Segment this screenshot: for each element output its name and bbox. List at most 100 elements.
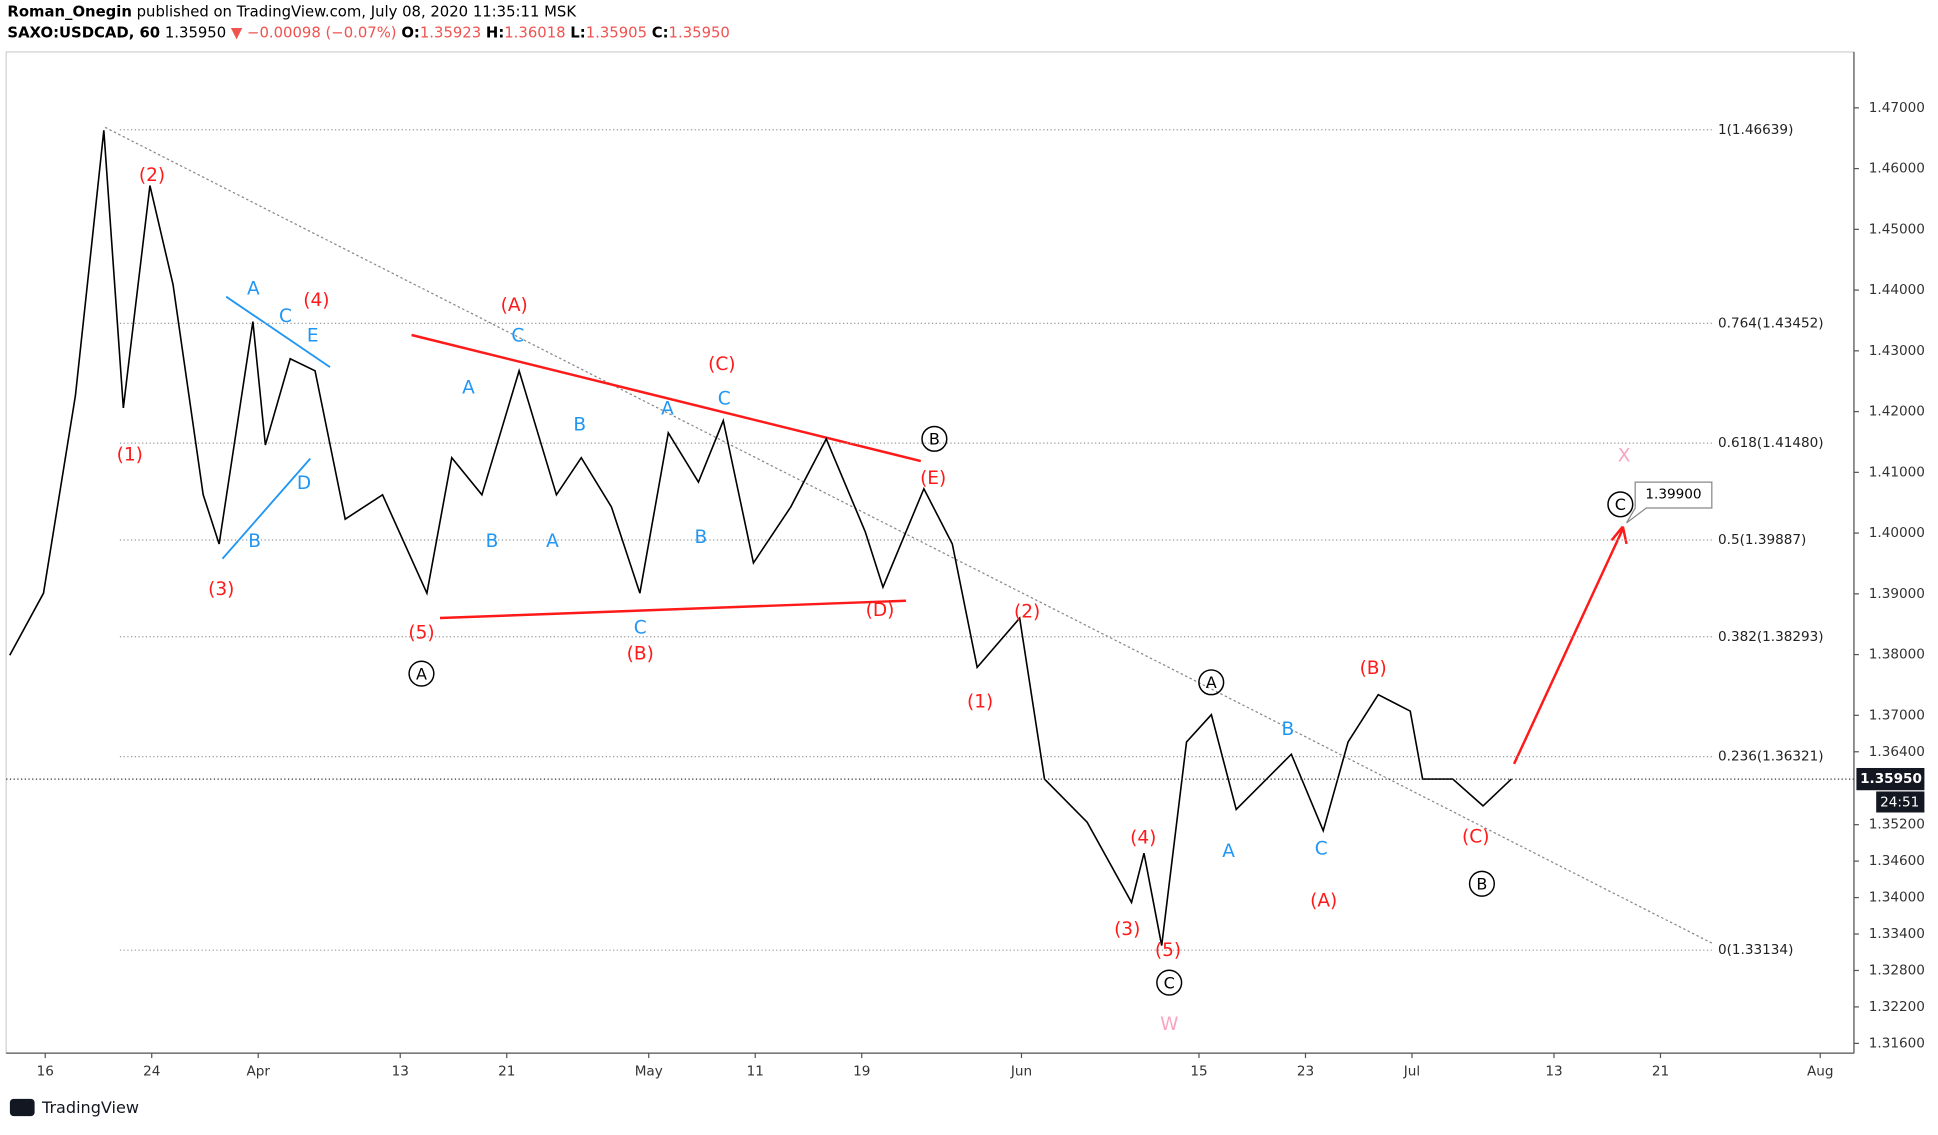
symbol-line: SAXO:USDCAD, 60 1.35950 ▼ −0.00098 (−0.0… xyxy=(7,24,729,41)
x-tick-label: 19 xyxy=(853,1064,870,1080)
wave-label: (C) xyxy=(1462,826,1489,847)
y-tick-label: 1.32800 xyxy=(1869,962,1925,978)
y-tick-label: 1.38000 xyxy=(1869,647,1925,663)
symbol: SAXO:USDCAD, 60 xyxy=(7,24,160,41)
x-tick-label: 24 xyxy=(143,1064,160,1080)
price-line xyxy=(9,130,1512,946)
y-tick-label: 1.41000 xyxy=(1869,464,1925,480)
y-tick-label: 1.47000 xyxy=(1869,100,1925,116)
x-tick-label: 13 xyxy=(392,1064,409,1080)
ohlc-label: L: xyxy=(570,24,585,41)
x-tick-label: May xyxy=(635,1064,663,1080)
wave-label: A xyxy=(247,279,260,300)
fib-label: 0(1.33134) xyxy=(1718,942,1793,958)
wave-label: (B) xyxy=(627,643,654,664)
wave-label: C xyxy=(634,617,647,638)
wave-circle xyxy=(408,660,435,687)
ohlc-value: 1.35905 xyxy=(586,24,647,41)
x-tick-label: 15 xyxy=(1190,1064,1207,1080)
wave-label: (5) xyxy=(1155,940,1181,961)
price-label: 1.35950 xyxy=(1860,771,1922,787)
last: 1.35950 xyxy=(165,24,226,41)
wave-label: (1) xyxy=(967,692,993,713)
fib-label: 0.618(1.41480) xyxy=(1718,435,1824,451)
x-tick-label: 21 xyxy=(1652,1064,1669,1080)
x-tick-label: 11 xyxy=(747,1064,764,1080)
y-tick-label: 1.43000 xyxy=(1869,343,1925,359)
wave-label: W xyxy=(1160,1014,1178,1035)
wave-label: C xyxy=(1615,495,1626,514)
countdown: 24:51 xyxy=(1880,795,1919,811)
wave-label: A xyxy=(661,399,674,420)
fib-label: 0.382(1.38293) xyxy=(1718,629,1824,645)
wave-label: (2) xyxy=(139,165,165,186)
x-tick-label: Jul xyxy=(1403,1064,1420,1080)
wave-label: (1) xyxy=(117,444,143,465)
wave-circle xyxy=(1468,870,1496,897)
wave-circle xyxy=(1607,491,1634,518)
y-tick-label: 1.37000 xyxy=(1869,707,1925,723)
y-tick-label: 1.31600 xyxy=(1869,1035,1925,1051)
wave-label: A xyxy=(416,664,427,683)
wave-label: C xyxy=(1164,973,1175,992)
price-box xyxy=(1856,767,1925,791)
wedge-upper xyxy=(225,295,331,368)
wave-label: C xyxy=(279,306,292,327)
y-tick-label: 1.42000 xyxy=(1869,404,1925,420)
wave-label: C xyxy=(1315,839,1328,860)
wave-label: (A) xyxy=(1310,891,1337,912)
author: Roman_Onegin xyxy=(7,3,132,20)
ohlc-value: 1.35950 xyxy=(669,24,730,41)
brand: TradingView xyxy=(41,1098,139,1117)
x-tick-label: 13 xyxy=(1545,1064,1562,1080)
wave-label: A xyxy=(546,531,559,552)
wave-label: C xyxy=(718,389,731,410)
wave-label: C xyxy=(511,326,524,347)
ohlc-value: 1.35923 xyxy=(420,24,481,41)
wave-label: (3) xyxy=(208,579,234,600)
y-tick-label: 1.34000 xyxy=(1869,890,1925,906)
y-tick-label: 1.35200 xyxy=(1869,817,1925,833)
wave-label: B xyxy=(1282,719,1295,740)
published: published on TradingView.com, July 08, 2… xyxy=(132,3,577,20)
wave-label: B xyxy=(248,531,261,552)
wave-label: (4) xyxy=(1130,828,1156,849)
y-tick-label: 1.40000 xyxy=(1869,525,1925,541)
header-line: Roman_Onegin published on TradingView.co… xyxy=(7,3,577,20)
wave-label: E xyxy=(307,326,319,347)
wave-label: (3) xyxy=(1114,919,1140,940)
forecast-arrow xyxy=(1512,528,1624,765)
wave-label: B xyxy=(929,430,940,449)
plot-frame xyxy=(5,51,1855,1054)
wave-label: (C) xyxy=(708,354,735,375)
ohlc-label: C: xyxy=(652,24,669,41)
fib-label: 0.236(1.36321) xyxy=(1718,749,1824,765)
wave-label: B xyxy=(573,415,586,436)
target-box xyxy=(1626,481,1713,524)
ohlc-label: H: xyxy=(486,24,504,41)
y-tick-label: 1.46000 xyxy=(1869,161,1925,177)
wave-label: A xyxy=(1206,673,1217,692)
wave-label: B xyxy=(694,527,707,548)
x-tick-label: Jun xyxy=(1010,1064,1032,1080)
fib-label: 0.764(1.43452) xyxy=(1718,315,1824,331)
ohlc-label: O: xyxy=(401,24,420,41)
wave-circle xyxy=(1198,669,1225,696)
wave-circle xyxy=(1156,969,1183,996)
y-tick-label: 1.45000 xyxy=(1869,221,1925,237)
wave-label: (E) xyxy=(920,468,946,489)
triangle-lower xyxy=(439,599,907,620)
triangle-upper xyxy=(411,333,922,463)
wave-label: A xyxy=(462,378,475,399)
x-tick-label: Apr xyxy=(246,1064,270,1080)
footer-logo: TradingView xyxy=(9,1098,139,1117)
arrow-head xyxy=(1610,525,1628,545)
wave-label: B xyxy=(486,531,499,552)
y-tick-label: 1.32200 xyxy=(1869,999,1925,1015)
wave-label: (2) xyxy=(1014,601,1040,622)
wave-label: A xyxy=(1222,841,1235,862)
wave-label: D xyxy=(297,473,311,494)
x-tick-label: 23 xyxy=(1297,1064,1314,1080)
